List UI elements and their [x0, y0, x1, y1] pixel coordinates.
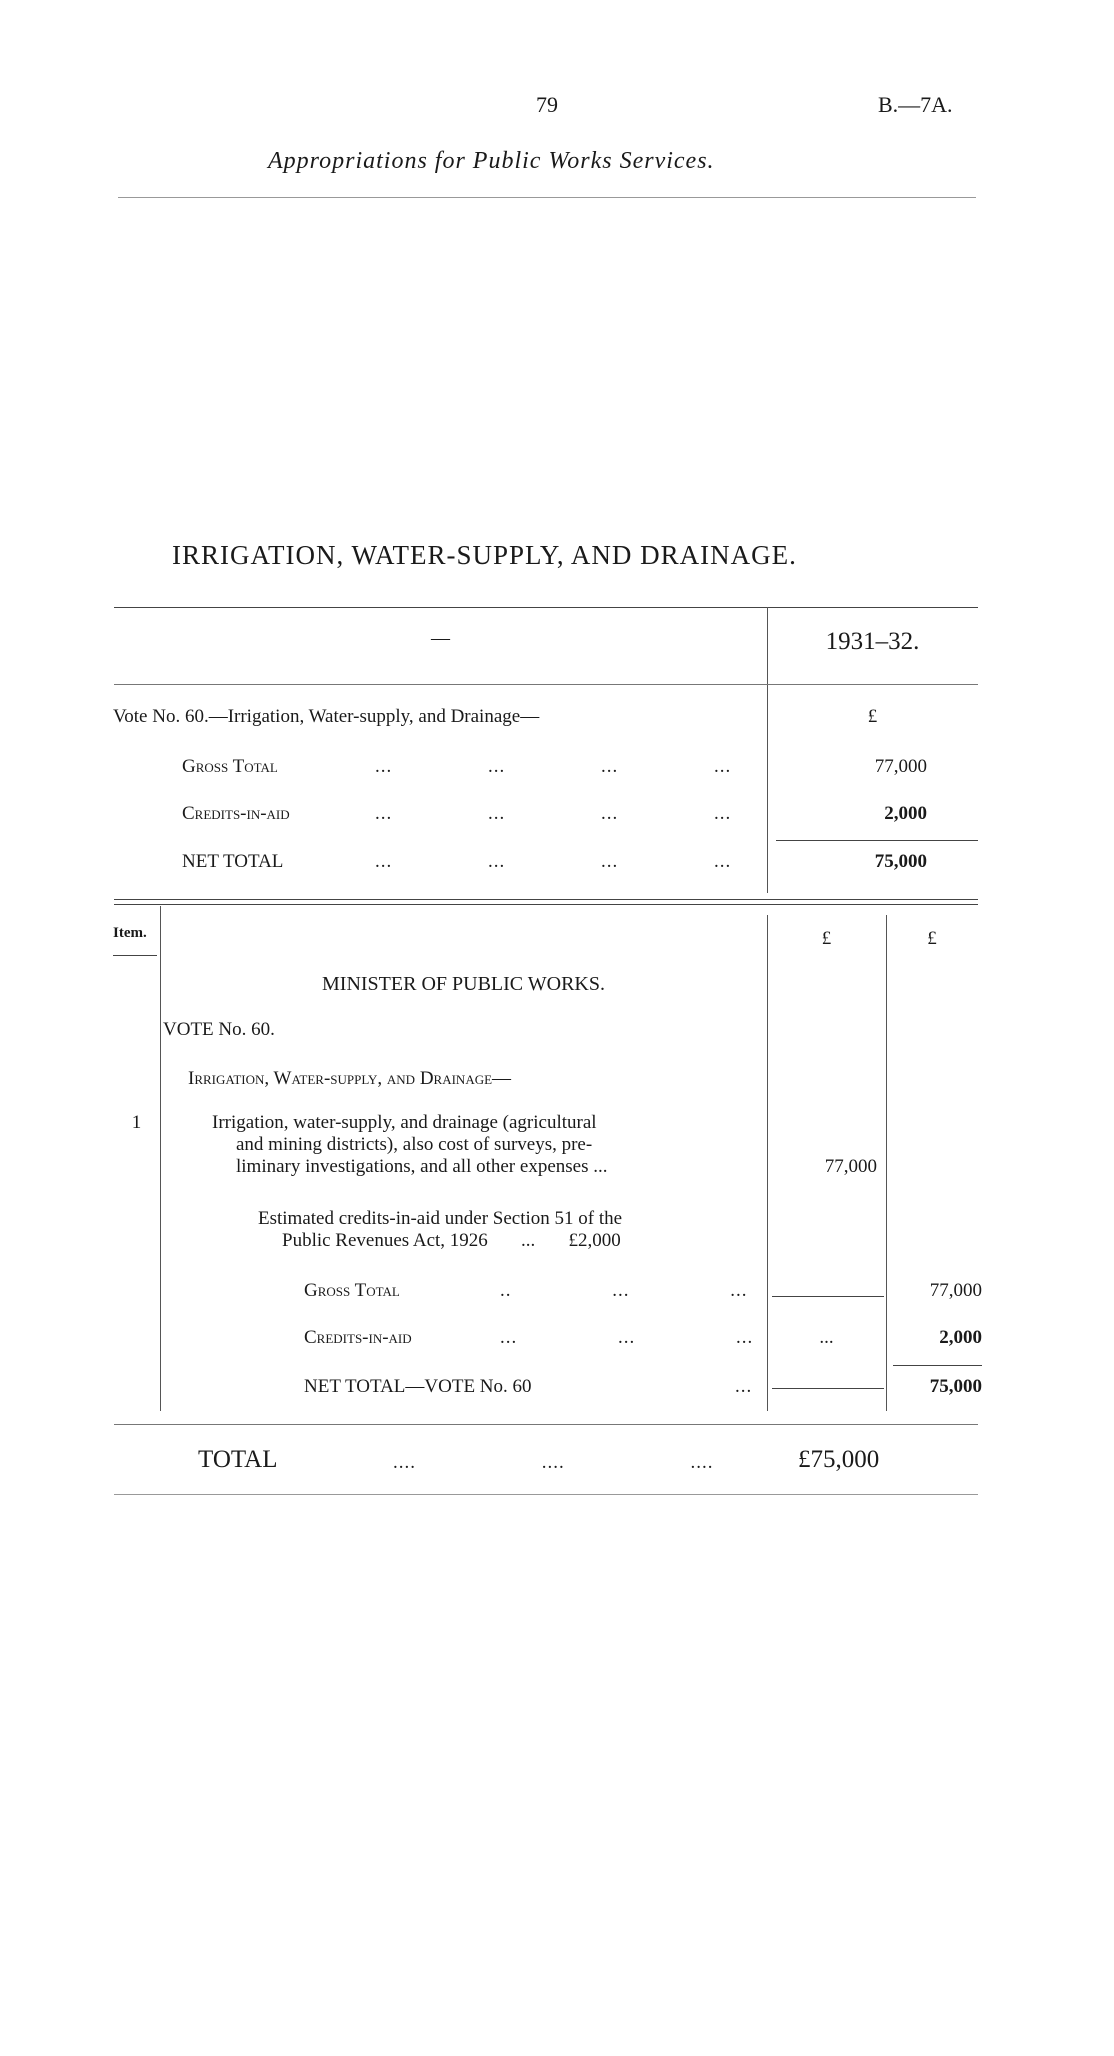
column-divider	[767, 915, 768, 1411]
leader-dots: ...	[735, 1376, 753, 1397]
leader-dots: .... .... ....	[393, 1452, 714, 1473]
gross-label: Gross Total	[304, 1280, 400, 1301]
year-header: 1931–32.	[825, 628, 920, 655]
item-description: Irrigation, water-supply, and drainage (…	[212, 1112, 607, 1178]
total-rule	[114, 1494, 978, 1495]
net-value: 75,000	[929, 1376, 982, 1397]
header-rule	[114, 684, 978, 685]
double-rule	[114, 899, 978, 900]
row-label: Credits-in-aid	[182, 803, 290, 824]
total-label: TOTAL	[198, 1446, 278, 1473]
leader-dots: ... ... ... ...	[375, 803, 732, 824]
leader-dots: ... ... ...	[500, 1327, 754, 1348]
currency-symbol: £	[821, 928, 832, 949]
credits-note: Estimated credits-in-aid under Section 5…	[258, 1208, 622, 1252]
credits-value: 2,000	[939, 1327, 982, 1348]
minister-heading: MINISTER OF PUBLIC WORKS.	[322, 973, 605, 995]
double-rule	[114, 904, 978, 905]
note-line: Estimated credits-in-aid under Section 5…	[258, 1208, 623, 1229]
vote-heading: VOTE No. 60.	[163, 1019, 275, 1040]
header-rule	[118, 197, 976, 198]
row-label: NET TOTAL	[182, 851, 284, 872]
item-header: Item.	[113, 925, 147, 941]
sum-rule	[772, 1388, 884, 1389]
subhead: Irrigation, Water-supply, and Drainage—	[188, 1068, 512, 1089]
net-label: NET TOTAL—VOTE No. 60	[304, 1376, 532, 1397]
item-column-divider	[160, 906, 161, 1411]
table-top-rule	[114, 607, 978, 608]
table-bottom-rule	[114, 1424, 978, 1425]
row-value: 75,000	[874, 851, 927, 872]
description-line: liminary investigations, and all other e…	[236, 1156, 608, 1177]
item-number: 1	[131, 1112, 142, 1133]
row-value: 77,000	[874, 756, 927, 777]
item-value: 77,000	[824, 1156, 877, 1177]
leader-dots: ... ... ... ...	[375, 756, 732, 777]
currency-symbol: £	[867, 706, 878, 727]
column-divider	[767, 607, 768, 893]
leader-dots: ... ... ... ...	[375, 851, 732, 872]
credits-label: Credits-in-aid	[304, 1327, 412, 1348]
page-number: 79	[536, 92, 558, 117]
sum-rule	[776, 840, 978, 841]
leader-dots: .. ... ...	[500, 1280, 748, 1301]
item-header-rule	[113, 955, 157, 956]
note-line: Public Revenues Act, 1926 ... £2,000	[282, 1230, 621, 1251]
doc-reference: B.—7A.	[878, 92, 953, 117]
description-line: Irrigation, water-supply, and drainage (…	[212, 1112, 597, 1133]
row-value: 2,000	[884, 803, 927, 824]
currency-symbol: £	[927, 928, 937, 949]
vote-line: Vote No. 60.—Irrigation, Water-supply, a…	[113, 706, 540, 727]
running-title: Appropriations for Public Works Services…	[268, 148, 715, 174]
gross-value: 77,000	[929, 1280, 982, 1301]
summary-head-dash: —	[431, 628, 450, 649]
description-line: and mining districts), also cost of surv…	[236, 1134, 593, 1155]
row-label: Gross Total	[182, 756, 278, 777]
sum-rule	[893, 1365, 982, 1366]
section-title: IRRIGATION, WATER-SUPPLY, AND DRAINAGE.	[172, 540, 797, 570]
total-value: £75,000	[798, 1446, 880, 1473]
credits-col1: ...	[819, 1327, 834, 1348]
sum-rule	[772, 1296, 884, 1297]
column-divider	[886, 915, 887, 1411]
